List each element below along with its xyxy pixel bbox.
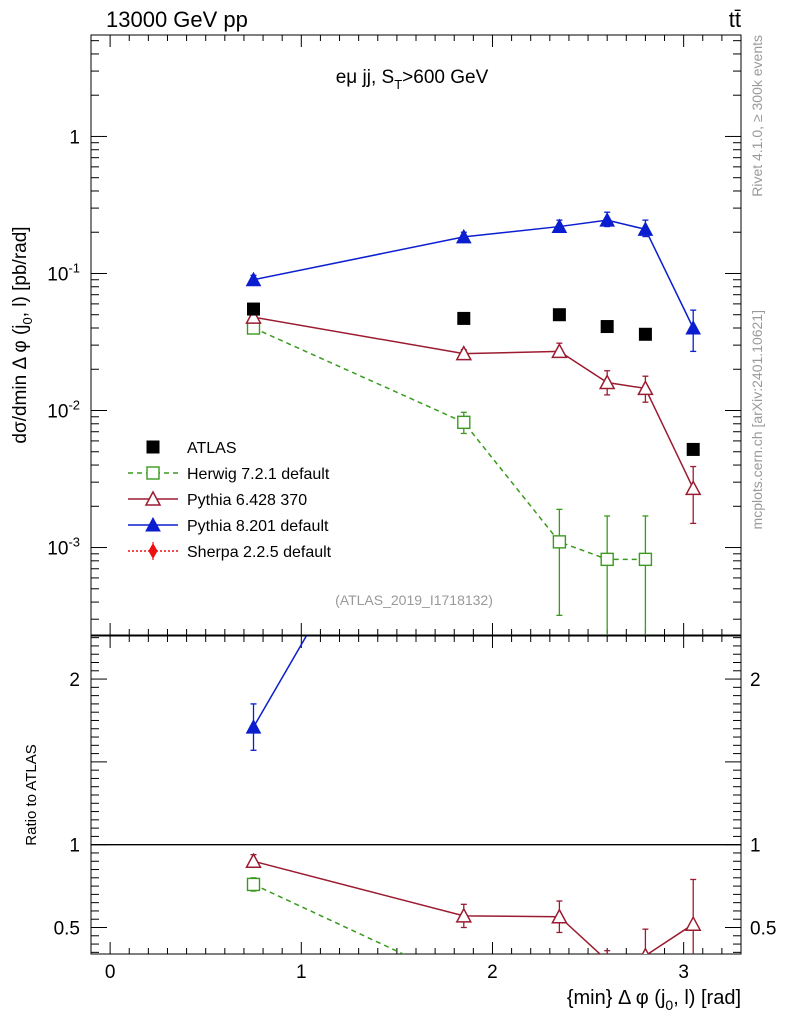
- pythia-8-201-default-point: [685, 319, 702, 335]
- x-tick-label: 3: [678, 962, 689, 983]
- pythia-8-201-default-point: [455, 228, 472, 244]
- ratio-tick-label: 0.5: [54, 919, 80, 940]
- ratio-tick-label: 1: [750, 836, 761, 857]
- pythia-8-201-default-ratio-point: [638, 43, 652, 56]
- pythia-6-428-370-point: [455, 345, 473, 361]
- ratio-panel-frame: [90, 635, 742, 955]
- pythia-6-428-370-point: [598, 373, 616, 390]
- ratio-plot-marks: [245, 10, 702, 1013]
- legend-marker-sherpa-2-2-5-default: [148, 542, 158, 560]
- legend-label-atlas: ATLAS: [187, 440, 237, 457]
- pythia-8-201-default-point: [637, 221, 654, 236]
- pythia-6-428-370-point: [684, 479, 702, 496]
- herwig-7-2-1-default-ratio-point: [246, 877, 261, 892]
- pythia-8-201-default-line: [253, 219, 694, 329]
- mcplots-label: mcplots.cern.ch [arXiv:2401.10621]: [749, 310, 765, 529]
- atlas-data-point: [638, 327, 652, 341]
- atlas-data-point: [686, 442, 700, 456]
- pythia-6-428-370-point: [551, 342, 568, 359]
- herwig-7-2-1-default-point: [457, 415, 471, 430]
- herwig-7-2-1-default-point: [600, 552, 614, 567]
- legend-marker-pythia-6-428-370: [144, 490, 162, 506]
- x-tick-label: 2: [487, 962, 498, 983]
- pythia-8-201-default-ratio-point: [245, 719, 262, 734]
- axes: 0 1 2 3 1 10-1 10-2 10-3 2 2 1 1 0.5 0.5: [47, 35, 776, 983]
- energy-label: 13000 GeV pp: [106, 7, 248, 32]
- pythia-8-201-default-point: [599, 212, 616, 227]
- pythia-6-428-370-line: [253, 316, 694, 489]
- process-label: tt̄: [729, 7, 741, 32]
- legend-marker-pythia-8-201-default: [145, 516, 161, 532]
- pythia-8-201-default-point: [551, 218, 568, 234]
- ratio-tick-label: 2: [69, 670, 80, 691]
- y-tick-label: 10-1: [47, 260, 80, 285]
- atlas-data-point: [457, 311, 471, 325]
- pythia-8-201-default-ratio-point: [600, 10, 614, 23]
- y-tick-label: 1: [69, 127, 80, 148]
- pythia-8-201-default-point: [245, 271, 262, 287]
- herwig-7-2-1-default-ratio-line: [253, 883, 405, 954]
- chart-title: eμ jj, ST>600 GeV: [336, 67, 489, 92]
- herwig-7-2-1-default-point: [552, 535, 567, 549]
- ratio-tick-label: 0.5: [750, 919, 776, 940]
- pythia-8-201-default-ratio-point: [552, 275, 566, 288]
- rivet-version-label: Rivet 4.1.0, ≥ 300k events: [749, 35, 765, 197]
- ratio-axis-label: Ratio to ATLAS: [23, 744, 40, 845]
- legend-label-pythia-6-428-370: Pythia 6.428 370: [187, 492, 307, 509]
- main-plot-marks: [245, 211, 702, 635]
- legend-label-pythia-8-201-default: Pythia 8.201 default: [187, 518, 329, 535]
- pythia-6-428-370-ratio-point: [551, 908, 568, 924]
- legend-label-sherpa-2-2-5-default: Sherpa 2.2.5 default: [187, 544, 332, 561]
- ratio-tick-label: 2: [750, 670, 761, 691]
- herwig-7-2-1-default-point: [638, 552, 653, 567]
- pythia-6-428-370-ratio-point: [606, 952, 609, 954]
- legend-label-herwig-7-2-1-default: Herwig 7.2.1 default: [187, 466, 330, 483]
- atlas-data-point: [600, 320, 614, 334]
- pythia-6-428-370-ratio-point: [245, 852, 262, 868]
- y-tick-label: 10-2: [47, 398, 80, 423]
- pythia-8-201-default-ratio-line: [252, 636, 308, 728]
- pythia-6-428-370-ratio-point: [455, 907, 473, 923]
- ratio-tick-label: 1: [69, 836, 80, 857]
- herwig-7-2-1-default-ratio-point: [553, 1001, 565, 1013]
- pythia-6-428-370-ratio-point: [684, 915, 702, 931]
- legend-marker-herwig-7-2-1-default: [146, 466, 160, 480]
- x-tick-label: 1: [296, 962, 307, 983]
- herwig-7-2-1-default-ratio-point: [458, 976, 470, 988]
- pythia-6-428-370-ratio-point: [641, 947, 650, 954]
- legend: ATLAS Herwig 7.2.1 default Pythia 6.428 37…: [128, 440, 332, 561]
- pythia-6-428-370-point: [637, 379, 654, 396]
- atlas-data-point: [247, 302, 260, 316]
- herwig-7-2-1-default-line: [253, 327, 646, 561]
- analysis-id: (ATLAS_2019_I1718132): [335, 592, 493, 608]
- y-axis-label: dσ/dmin Δ φ (j0, l) [pb/rad]: [10, 226, 35, 443]
- legend-marker-atlas: [146, 440, 160, 454]
- pythia-6-428-370-point: [245, 308, 262, 324]
- pythia-6-428-370-ratio-line: [253, 860, 694, 954]
- x-tick-label: 0: [105, 962, 116, 983]
- x-axis-label: {min} Δ φ (j0, l) [rad]: [567, 987, 741, 1013]
- y-tick-label: 10-3: [47, 535, 80, 560]
- atlas-data-point: [552, 308, 566, 322]
